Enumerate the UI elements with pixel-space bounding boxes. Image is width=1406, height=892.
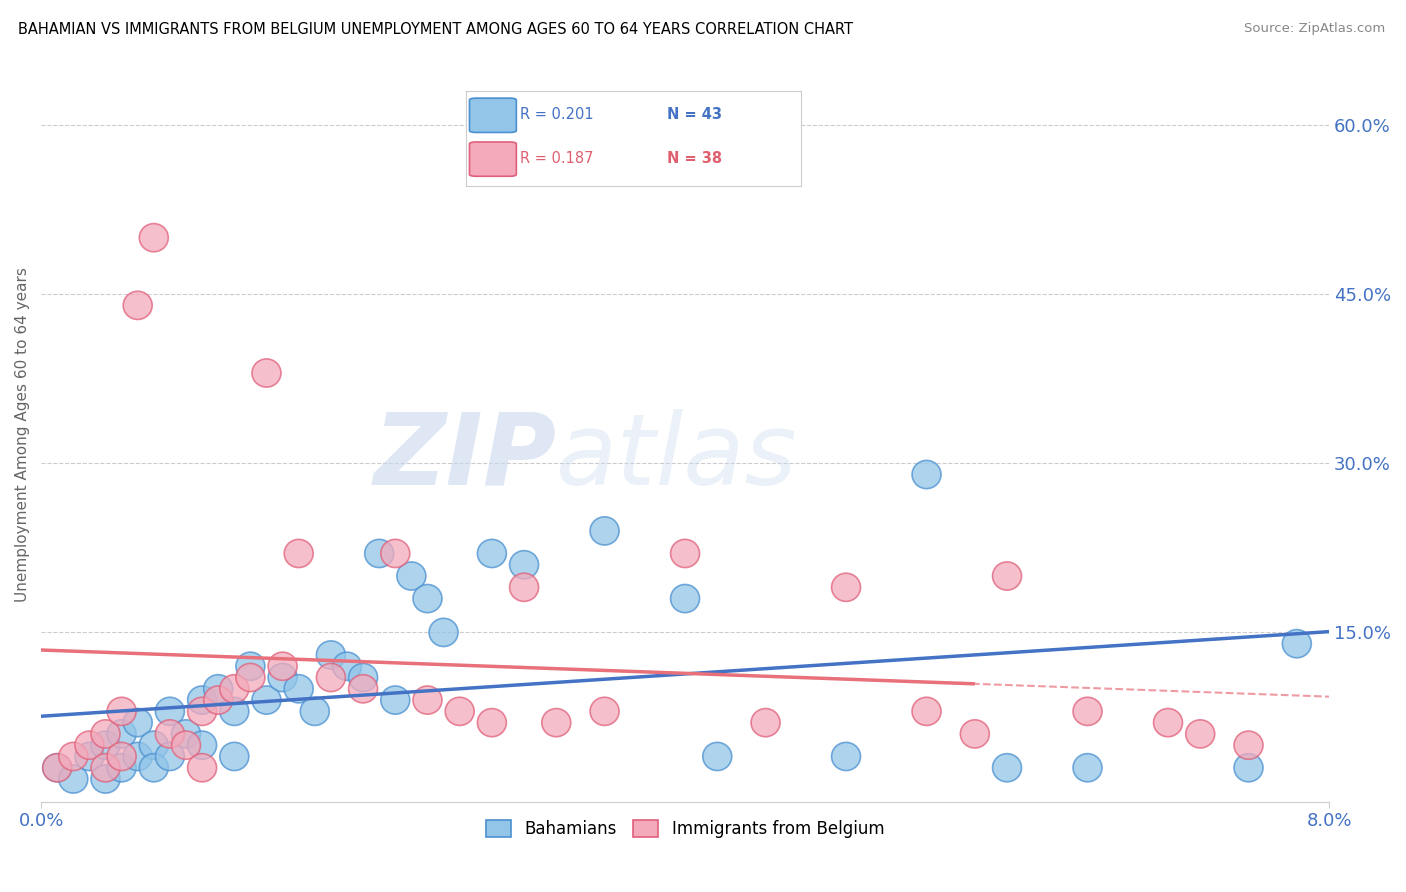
Ellipse shape [42,754,72,782]
Ellipse shape [1282,630,1312,657]
Ellipse shape [156,720,184,748]
Ellipse shape [1153,708,1182,737]
Ellipse shape [446,698,474,725]
Ellipse shape [107,754,136,782]
Ellipse shape [139,224,169,252]
Ellipse shape [478,540,506,567]
Ellipse shape [332,652,361,681]
Ellipse shape [187,754,217,782]
Ellipse shape [960,720,990,748]
Ellipse shape [139,731,169,759]
Ellipse shape [671,540,700,567]
Ellipse shape [413,686,441,714]
Ellipse shape [107,720,136,748]
Ellipse shape [509,550,538,579]
Ellipse shape [219,698,249,725]
Legend: Bahamians, Immigrants from Belgium: Bahamians, Immigrants from Belgium [479,813,891,845]
Ellipse shape [91,720,120,748]
Ellipse shape [591,516,619,545]
Ellipse shape [236,664,264,691]
Ellipse shape [91,731,120,759]
Ellipse shape [751,708,780,737]
Text: BAHAMIAN VS IMMIGRANTS FROM BELGIUM UNEMPLOYMENT AMONG AGES 60 TO 64 YEARS CORRE: BAHAMIAN VS IMMIGRANTS FROM BELGIUM UNEM… [18,22,853,37]
Ellipse shape [204,686,232,714]
Ellipse shape [541,708,571,737]
Ellipse shape [1185,720,1215,748]
Ellipse shape [75,731,104,759]
Ellipse shape [219,742,249,771]
Ellipse shape [1073,698,1102,725]
Ellipse shape [124,292,152,319]
Ellipse shape [91,765,120,793]
Ellipse shape [912,698,941,725]
Ellipse shape [381,686,409,714]
Ellipse shape [91,754,120,782]
Ellipse shape [59,765,87,793]
Ellipse shape [172,731,201,759]
Ellipse shape [75,742,104,771]
Ellipse shape [187,698,217,725]
Ellipse shape [124,708,152,737]
Ellipse shape [284,674,314,703]
Ellipse shape [396,562,426,591]
Ellipse shape [269,652,297,681]
Ellipse shape [912,460,941,489]
Ellipse shape [156,698,184,725]
Ellipse shape [284,540,314,567]
Text: ZIP: ZIP [373,409,557,506]
Ellipse shape [1073,754,1102,782]
Ellipse shape [172,720,201,748]
Ellipse shape [236,652,264,681]
Text: Source: ZipAtlas.com: Source: ZipAtlas.com [1244,22,1385,36]
Ellipse shape [301,698,329,725]
Text: atlas: atlas [557,409,797,506]
Ellipse shape [252,359,281,387]
Ellipse shape [124,742,152,771]
Ellipse shape [187,731,217,759]
Ellipse shape [478,708,506,737]
Ellipse shape [993,754,1022,782]
Ellipse shape [993,562,1022,591]
Ellipse shape [107,742,136,771]
Ellipse shape [349,664,378,691]
Y-axis label: Unemployment Among Ages 60 to 64 years: Unemployment Among Ages 60 to 64 years [15,268,30,602]
Ellipse shape [204,674,232,703]
Ellipse shape [269,664,297,691]
Ellipse shape [364,540,394,567]
Ellipse shape [831,574,860,601]
Ellipse shape [107,698,136,725]
Ellipse shape [316,664,346,691]
Ellipse shape [219,674,249,703]
Ellipse shape [349,674,378,703]
Ellipse shape [381,540,409,567]
Ellipse shape [1234,731,1263,759]
Ellipse shape [671,584,700,613]
Ellipse shape [1234,754,1263,782]
Ellipse shape [139,754,169,782]
Ellipse shape [156,742,184,771]
Ellipse shape [591,698,619,725]
Ellipse shape [252,686,281,714]
Ellipse shape [703,742,731,771]
Ellipse shape [42,754,72,782]
Ellipse shape [413,584,441,613]
Ellipse shape [316,640,346,669]
Ellipse shape [429,618,458,647]
Ellipse shape [509,574,538,601]
Ellipse shape [59,742,87,771]
Ellipse shape [831,742,860,771]
Ellipse shape [187,686,217,714]
